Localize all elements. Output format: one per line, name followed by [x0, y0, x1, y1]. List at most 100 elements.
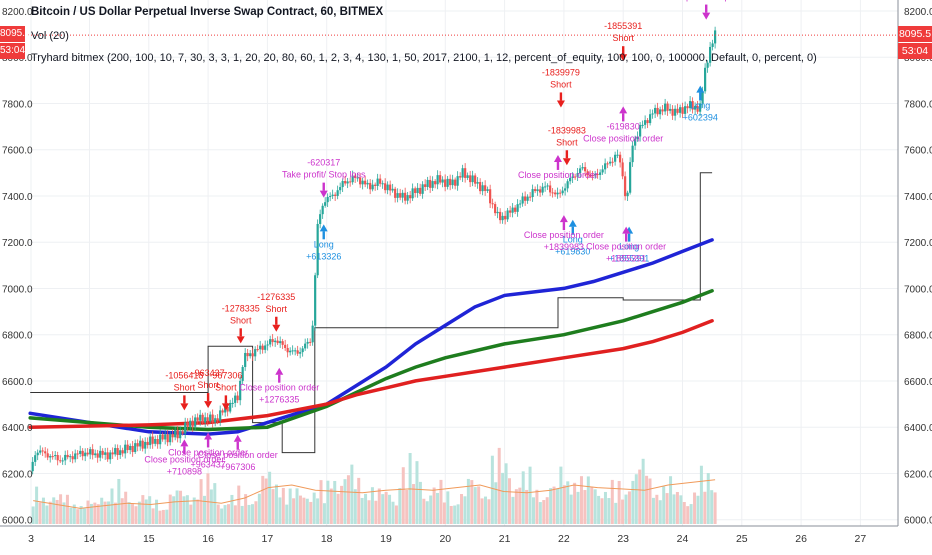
- candle-body: [406, 195, 409, 201]
- volume-indicator-label[interactable]: Vol (20): [31, 30, 69, 42]
- volume-bar: [89, 503, 93, 524]
- candle-body: [346, 181, 349, 184]
- candle-body: [314, 275, 317, 326]
- volume-bar: [473, 487, 477, 524]
- candle-body: [344, 180, 347, 184]
- candle-body: [681, 107, 684, 114]
- candle-body: [629, 162, 632, 193]
- signal-label: -967306: [209, 370, 242, 380]
- signal-arrow-head: [275, 367, 284, 375]
- long-signal: Long +602394: [683, 85, 718, 123]
- candle-body: [469, 175, 472, 183]
- signal-label: Short: [266, 304, 288, 314]
- time-tick-label: 14: [84, 533, 96, 545]
- candle-body: [371, 184, 374, 190]
- candle-body: [366, 182, 369, 185]
- candle-body: [596, 173, 599, 175]
- candle-body: [239, 380, 242, 401]
- candle-body: [361, 180, 364, 185]
- candle-body: [104, 452, 107, 455]
- candle-body: [599, 172, 602, 175]
- candle-body: [461, 168, 464, 178]
- candle-body: [139, 440, 142, 447]
- candle-body: [141, 440, 144, 449]
- candle-body: [234, 395, 237, 403]
- volume-ma-line: [33, 479, 716, 509]
- volume-bar: [350, 464, 354, 524]
- volume-bar: [141, 495, 145, 524]
- volume-bar: [312, 492, 316, 524]
- candle-body: [711, 43, 714, 47]
- signal-arrow-shaft: [571, 226, 574, 235]
- candle-body: [691, 101, 694, 110]
- candle-body: [509, 210, 512, 213]
- candle-body: [476, 182, 479, 184]
- candle-body: [609, 161, 612, 164]
- candle-body: [119, 450, 122, 456]
- volume-bar: [45, 505, 49, 524]
- price-tick-label: 7200.0: [904, 238, 932, 249]
- volume-bar: [175, 490, 179, 524]
- candle-body: [389, 184, 392, 191]
- candle-body: [436, 175, 439, 185]
- signal-arrow-shaft: [622, 46, 625, 55]
- volume-bar: [460, 494, 464, 524]
- candle-body: [296, 350, 299, 354]
- candle-body: [279, 341, 282, 344]
- signal-arrow-head: [553, 154, 562, 162]
- close-position-signal: -619830 Close position order: [583, 106, 663, 143]
- candle-body: [39, 450, 42, 453]
- volume-bar: [220, 508, 224, 524]
- signal-arrow-shaft: [206, 439, 210, 448]
- candle-body: [491, 203, 494, 205]
- candle-body: [289, 350, 292, 353]
- signal-label: -619830: [607, 121, 640, 131]
- signal-label: Take profit/ Stop loss: [282, 170, 366, 180]
- signal-label: -1276335: [257, 292, 295, 302]
- volume-bar: [487, 499, 491, 524]
- candle-body: [444, 179, 447, 187]
- volume-bar: [566, 481, 570, 524]
- volume-bar: [552, 486, 556, 524]
- candle-body: [414, 188, 417, 194]
- volume-bar: [415, 461, 419, 524]
- candle-body: [79, 450, 82, 454]
- candle-body: [579, 168, 582, 174]
- candle-body: [631, 145, 634, 163]
- candle-body: [714, 30, 717, 44]
- candle-body: [61, 460, 64, 462]
- candle-body: [204, 417, 207, 423]
- time-tick-label: 15: [143, 533, 155, 545]
- volume-bar: [62, 502, 66, 524]
- channel-step-line: [30, 172, 713, 454]
- candle-body: [319, 214, 322, 224]
- candle-body: [391, 188, 394, 191]
- candle-body: [551, 192, 554, 194]
- volume-bar: [233, 505, 237, 524]
- volume-bar: [206, 473, 210, 524]
- chart-title[interactable]: Bitcoin / US Dollar Perpetual Inverse Sw…: [31, 6, 384, 18]
- candle-body: [34, 455, 37, 462]
- volume-bar: [264, 478, 268, 524]
- volume-bar: [576, 491, 580, 524]
- close-position-signal: Close position order +1855391: [586, 226, 666, 264]
- signal-arrow-head: [180, 439, 189, 447]
- signal-label: Short: [197, 380, 219, 390]
- price-axis-labels: 6000.0 6200.0 6400.0 6600.0 6800.0 7000.0 7200…: [904, 7, 932, 527]
- volume-bar: [38, 502, 42, 524]
- time-tick-label: 19: [380, 533, 392, 545]
- signal-label: -620317: [307, 158, 340, 168]
- volume-bar: [148, 496, 152, 524]
- volume-bar: [168, 494, 172, 524]
- candle-body: [121, 450, 124, 454]
- candle-body: [184, 422, 187, 434]
- candle-body: [49, 456, 52, 458]
- candle-body: [56, 455, 59, 461]
- strategy-indicator-label[interactable]: Tryhard bitmex (200, 100, 10, 7, 30, 3, …: [31, 52, 817, 64]
- candle-body: [46, 453, 49, 458]
- volume-bar: [669, 476, 673, 524]
- short-signal: -967306 Short: [209, 370, 242, 411]
- signal-label: -1839979: [542, 67, 580, 77]
- volume-bar: [446, 491, 450, 524]
